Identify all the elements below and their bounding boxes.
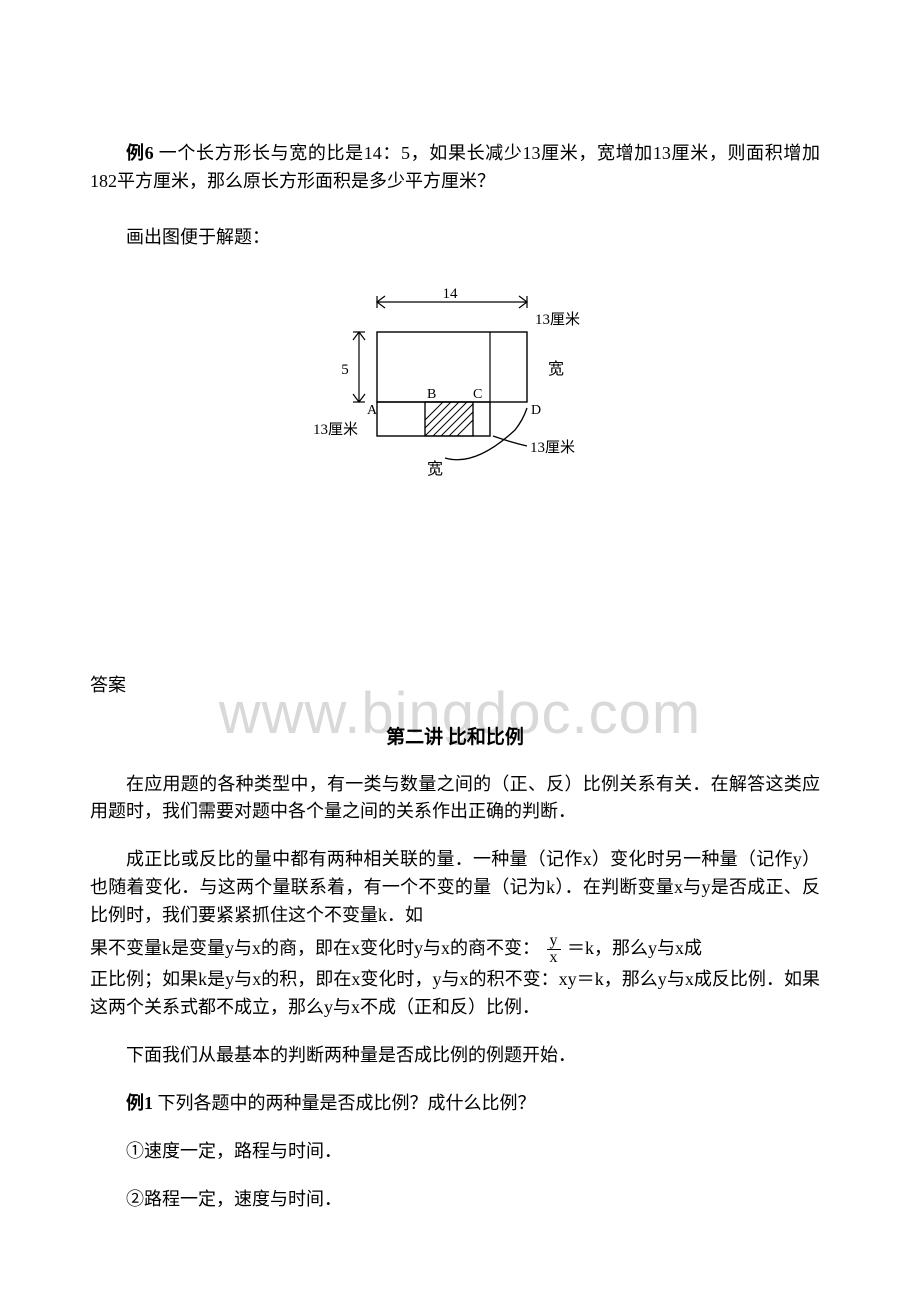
example6-text: 一个长方形长与宽的比是14：5，如果长减少13厘米，宽增加13厘米，则面积增加1…	[90, 143, 820, 191]
fig-pointA: A	[367, 403, 378, 418]
fig-bl-ext: 13厘米	[313, 421, 358, 438]
hint-text: 画出图便于解题：	[90, 224, 820, 252]
fig-right-label: 宽	[548, 360, 564, 378]
lesson2-para2c: 正比例；如果k是y与x的积，即在x变化时，y与x的积不变：xy＝k，那么y与x成…	[90, 966, 820, 1022]
item1: ①速度一定，路程与时间．	[90, 1138, 820, 1166]
lesson2-para2b: 果不变量k是变量y与x的商，即在x变化时y与x的商不变： y x ＝k，那么y与…	[90, 930, 820, 966]
example6-label: 例6	[126, 143, 154, 163]
fig-top-right-ext: 13厘米	[535, 311, 580, 328]
fig-left-label: 5	[341, 362, 349, 378]
fraction-y-over-x: y x	[547, 933, 561, 966]
lesson2-para2a: 成正比或反比的量中都有两种相关联的量．一种量（记作x）变化时另一种量（记作y）也…	[90, 846, 820, 930]
example6-para: 例6 一个长方形长与宽的比是14：5，如果长减少13厘米，宽增加13厘米，则面积…	[90, 140, 820, 196]
frac-den: x	[547, 950, 561, 966]
item2: ②路程一定，速度与时间．	[90, 1186, 820, 1214]
lesson2-para1: 在应用题的各种类型中，有一类与数量之间的（正、反）比例关系有关．在解答这类应用题…	[90, 771, 820, 827]
lesson2-para2b-post: ＝k，那么y与x成	[567, 938, 702, 958]
frac-num: y	[547, 933, 561, 950]
fig-bottom-label: 宽	[427, 460, 443, 478]
fig-top-label: 14	[443, 286, 459, 302]
geometry-figure: 14 13厘米 5 宽	[305, 282, 605, 492]
page-content: 例6 一个长方形长与宽的比是14：5，如果长减少13厘米，宽增加13厘米，则面积…	[90, 140, 820, 1214]
example1-text: 下列各题中的两种量是否成比例？成什么比例？	[158, 1093, 536, 1113]
hatched-region	[407, 402, 491, 438]
lesson2-para2b-pre: 果不变量k是变量y与x的商，即在x变化时y与x的商不变：	[90, 938, 540, 958]
fig-br-ext: 13厘米	[530, 439, 575, 456]
fig-pointD: D	[531, 403, 541, 418]
example1-para: 例1 下列各题中的两种量是否成比例？成什么比例？	[90, 1090, 820, 1118]
lesson2-para3: 下面我们从最基本的判断两种量是否成比例的例题开始．	[90, 1042, 820, 1070]
lesson2-title: 第二讲 比和比例	[90, 722, 820, 749]
fig-pointC: C	[473, 387, 482, 402]
answers-label: 答案	[90, 672, 820, 700]
fig-pointB: B	[427, 387, 436, 402]
example1-label: 例1	[126, 1093, 153, 1113]
figure-container: 14 13厘米 5 宽	[90, 282, 820, 492]
